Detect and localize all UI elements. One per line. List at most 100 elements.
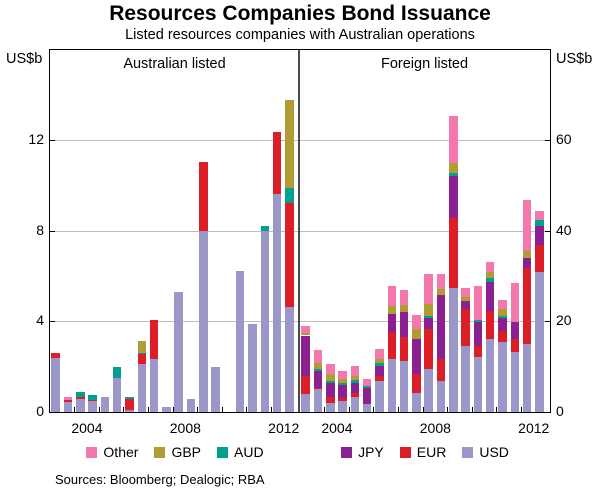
bar-segment-jpy [326,383,335,397]
bar-segment-usd [350,396,360,412]
bar-australian-2005H1 [100,50,110,412]
bar-segment-aud [375,363,384,367]
bar-segment-other [473,285,483,320]
x-axis-year-tick [520,406,522,412]
bar-segment-other [326,364,335,375]
bar-segment-eur [326,396,335,404]
x-axis-year-tick [246,406,248,412]
bar-segment-eur [436,359,446,382]
bar-segment-usd [449,287,458,412]
bar-foreign-2010H2 [485,50,495,412]
bar-australian-2011H2 [260,50,270,412]
bar-segment-jpy [510,321,520,340]
bar-segment-gbp [313,362,323,370]
panel-label-australian-listed: Australian listed [123,55,226,72]
bar-foreign-2008H1 [424,50,433,412]
bar-australian-2006H2 [137,50,147,412]
bar-australian-2009H1 [199,50,208,412]
legend-swatch-aud [217,446,229,458]
bar-segment-other [510,283,520,322]
bar-segment-aud [350,380,360,383]
bar-segment-usd [399,361,409,412]
bar-segment-usd [387,359,397,412]
bar-segment-usd [260,230,270,412]
bar-segment-eur [399,337,409,362]
bar-australian-2004H2 [88,50,97,412]
x-axis-year-tick [197,406,199,412]
bar-segment-jpy [461,301,470,309]
bar-segment-eur [449,218,458,288]
legend-label-jpy: JPY [358,444,384,460]
bar-segment-other [313,350,323,363]
x-axis-year-tick [422,406,424,412]
right-axis-tick [544,321,550,322]
bar-foreign-2011H2 [510,50,520,412]
bar-segment-gbp [137,341,147,353]
bar-segment-usd [313,389,323,412]
bar-segment-gbp [326,374,335,382]
bar-segment-usd [272,194,282,412]
bar-segment-eur [137,353,147,364]
bar-segment-gbp [301,333,310,336]
bar-segment-eur [76,397,85,400]
bar-segment-aud [125,396,134,400]
bar-segment-eur [375,376,384,382]
bar-segment-aud [424,316,433,318]
bar-segment-eur [485,311,495,340]
bar-segment-eur [149,319,159,360]
bar-segment-aud [338,383,347,386]
bar-segment-eur [88,400,97,402]
bar-segment-gbp [350,376,360,381]
x-axis-year-label-australian-2004: 2004 [71,420,103,436]
left-axis-tick [49,321,55,322]
bar-segment-aud [485,277,495,282]
bar-segment-aud [313,369,323,371]
bar-segment-usd [326,403,335,412]
legend-item-usd: USD [462,444,509,460]
bar-segment-eur [199,161,208,231]
right-axis-value-40: 40 [556,221,572,238]
bar-segment-usd [199,230,208,412]
legend-item-eur: EUR [399,444,446,460]
bar-foreign-2005H2 [362,50,372,412]
left-axis-value-8: 8 [36,221,44,238]
bar-segment-other [485,261,495,272]
bar-foreign-2006H1 [375,50,384,412]
bar-australian-2009H2 [211,50,220,412]
x-axis-year-tick [74,406,76,412]
bar-segment-other [301,326,310,334]
bar-segment-jpy [387,313,397,332]
legend-swatch-other [86,446,98,458]
bar-segment-usd [88,401,97,412]
bar-segment-jpy [412,339,421,375]
bar-segment-jpy [485,281,495,312]
legend-swatch-jpy [341,446,353,458]
bar-australian-2011H1 [248,50,257,412]
bar-australian-2007H2 [162,50,171,412]
bar-australian-2012H2 [285,50,294,412]
x-axis-year-tick [447,406,449,412]
right-axis-tick [544,230,550,232]
x-axis-year-label-foreign-2008: 2008 [419,420,451,436]
bar-segment-usd [510,352,520,412]
left-axis-tick [49,230,55,232]
x-axis-year-tick [123,406,125,412]
legend-label-usd: USD [479,444,509,460]
bar-segment-eur [125,399,134,411]
bar-segment-gbp [399,304,409,312]
x-axis-year-tick [98,406,100,412]
bar-segment-aud [88,395,97,401]
bar-segment-eur [313,387,323,390]
bar-segment-usd [338,400,347,412]
panel-divider [298,49,300,412]
bar-segment-aud [285,187,294,204]
bar-foreign-2003H2 [313,50,323,412]
bar-australian-2003H2 [63,50,73,412]
legend-swatch-eur [399,446,411,458]
x-axis-year-tick [397,406,399,412]
bar-segment-usd [51,358,60,412]
legend-swatch-usd [462,446,474,458]
bar-segment-usd [498,342,507,412]
bar-foreign-2012H2 [535,50,544,412]
